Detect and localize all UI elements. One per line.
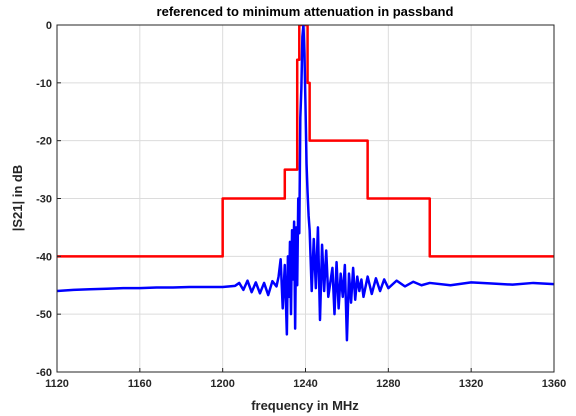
x-tick-label: 1200 <box>210 378 234 390</box>
x-tick-label: 1120 <box>45 378 69 390</box>
y-tick-label: -50 <box>36 309 52 321</box>
y-tick-label: -40 <box>36 251 52 263</box>
chart-title: referenced to minimum attenuation in pas… <box>157 4 454 19</box>
x-tick-label: 1240 <box>293 378 317 390</box>
y-axis-label: |S21| in dB <box>10 165 25 232</box>
series-layer <box>57 25 554 342</box>
x-tick-label: 1320 <box>459 378 483 390</box>
series-line-response <box>57 25 554 342</box>
series-line-limit <box>57 25 554 258</box>
y-tick-label: -60 <box>36 367 52 379</box>
y-tick-label: -30 <box>36 194 52 206</box>
x-ticks: 1120 1160 1200 1240 1280 1320 1360 <box>45 368 566 390</box>
x-tick-label: 1160 <box>128 378 152 390</box>
y-tick-label: -10 <box>36 78 52 90</box>
x-tick-label: 1360 <box>542 378 566 390</box>
x-tick-label: 1280 <box>376 378 400 390</box>
y-ticks: 0 -10 -20 -30 -40 -50 -60 <box>36 20 61 379</box>
y-tick-label: 0 <box>46 20 52 32</box>
x-axis-label: frequency in MHz <box>251 398 359 413</box>
y-tick-label: -20 <box>36 136 52 148</box>
